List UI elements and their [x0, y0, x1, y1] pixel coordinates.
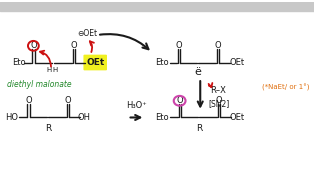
Text: Eto: Eto: [12, 58, 25, 67]
Text: HO: HO: [5, 113, 18, 122]
Text: OEt: OEt: [229, 58, 244, 67]
Text: diethyl malonate: diethyl malonate: [7, 80, 71, 89]
Bar: [0, 2, 314, 12]
FancyBboxPatch shape: [84, 55, 107, 70]
Text: Eto: Eto: [155, 113, 169, 122]
Text: (*NaEt/ or 1°): (*NaEt/ or 1°): [262, 84, 309, 91]
Text: OEt: OEt: [86, 58, 104, 67]
Text: O: O: [64, 96, 71, 105]
Text: O: O: [25, 96, 32, 105]
Text: R: R: [45, 124, 51, 133]
Text: R–X: R–X: [210, 86, 226, 94]
Text: H: H: [46, 67, 52, 73]
Text: O: O: [215, 41, 221, 50]
Text: OEt: OEt: [230, 113, 245, 122]
Text: ë: ë: [195, 67, 202, 77]
Text: R: R: [196, 124, 202, 133]
Text: Eto: Eto: [155, 58, 169, 67]
Text: O: O: [176, 96, 183, 105]
Text: H: H: [52, 67, 58, 73]
Text: O: O: [30, 41, 37, 50]
Text: O: O: [216, 96, 222, 105]
Text: H₃O⁺: H₃O⁺: [126, 101, 147, 110]
Text: O: O: [70, 41, 77, 50]
Text: O: O: [175, 41, 182, 50]
Text: OH: OH: [78, 113, 91, 122]
Text: [SN2]: [SN2]: [208, 99, 229, 108]
Text: ⊖OEt: ⊖OEt: [77, 29, 98, 38]
